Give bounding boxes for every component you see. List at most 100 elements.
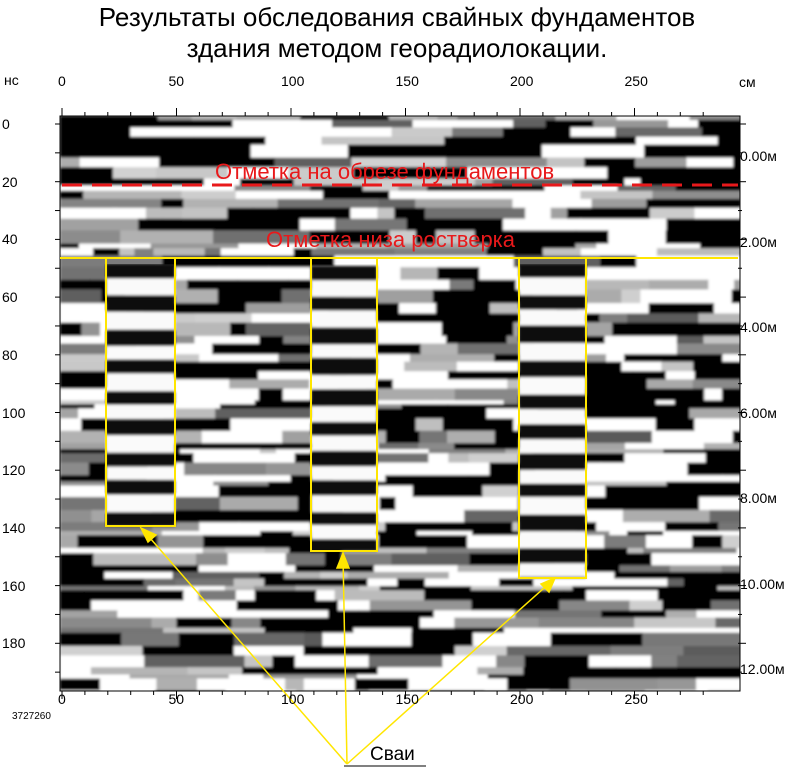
radargram-band <box>728 185 740 192</box>
radargram-band <box>88 136 195 146</box>
radargram-band <box>60 610 119 619</box>
radargram-band <box>342 481 427 487</box>
radargram-band <box>646 379 694 390</box>
pile-stripe <box>519 360 586 378</box>
radargram-band <box>113 167 158 180</box>
radargram-band <box>500 190 582 200</box>
radargram-band <box>375 674 429 680</box>
radargram-band <box>512 198 593 209</box>
radargram-band <box>627 531 665 536</box>
radargram-band <box>260 531 294 536</box>
pile-stripe <box>519 325 586 344</box>
radargram-band <box>576 443 627 450</box>
radargram-band <box>219 497 299 511</box>
radargram-band <box>701 553 740 566</box>
arrow-pile-1 <box>142 529 348 765</box>
radargram-band <box>457 116 557 121</box>
radargram-band <box>602 674 647 680</box>
radargram-band <box>163 627 266 634</box>
pile-stripe <box>519 409 586 425</box>
radargram-band <box>655 497 701 511</box>
pile-stripe <box>519 531 586 548</box>
radargram-band <box>622 510 711 523</box>
radargram-band <box>457 343 535 355</box>
radargram-band <box>398 185 429 192</box>
radargram-band <box>604 336 678 344</box>
radargram-band <box>719 481 740 487</box>
radargram-band <box>142 646 235 656</box>
radargram-band <box>617 185 677 192</box>
radargram-band <box>722 475 740 483</box>
radargram-band <box>437 116 459 121</box>
radargram-band <box>596 522 651 532</box>
radargram-band <box>702 674 740 680</box>
radargram-band <box>244 655 274 668</box>
radargram-band <box>218 485 323 498</box>
pile-stripe <box>519 277 586 296</box>
radargram-band <box>722 535 740 549</box>
radargram-band <box>172 571 261 580</box>
radargram-band <box>454 443 559 450</box>
radargram-band <box>246 303 329 314</box>
radargram-band <box>235 590 256 602</box>
radargram-band <box>60 207 116 220</box>
radargram-band <box>192 371 244 380</box>
radargram-band <box>264 578 369 587</box>
radargram-band <box>161 531 262 536</box>
pile-stripe <box>311 495 377 512</box>
right-tick-label-2: 4.00м <box>740 319 777 335</box>
radargram-band <box>162 218 234 232</box>
radargram-band <box>427 185 455 192</box>
radargram-band <box>220 248 295 257</box>
radargram-band <box>640 178 740 187</box>
radargram-band <box>60 343 138 355</box>
radargram-band <box>449 279 475 291</box>
top-tick-label-3: 150 <box>395 73 419 89</box>
radargram-band <box>238 522 311 532</box>
radargram-band <box>199 354 280 363</box>
radargram-band <box>651 655 678 668</box>
radargram-band <box>433 610 516 619</box>
radargram-band <box>347 144 447 159</box>
radargram-band <box>655 418 696 432</box>
radargram-band <box>79 157 160 168</box>
radargram-band <box>60 157 81 168</box>
radargram-band <box>427 674 489 680</box>
radargram-band <box>162 408 216 419</box>
radargram-band <box>213 230 311 245</box>
radargram-band <box>371 371 449 380</box>
radargram-band <box>60 167 114 180</box>
radargram-band <box>181 190 237 200</box>
pile-stripe <box>519 377 586 395</box>
radargram-band <box>411 627 505 634</box>
radargram-band <box>264 548 291 554</box>
radargram-band <box>473 590 565 602</box>
radargram-band <box>172 361 252 372</box>
radargram-band <box>420 617 456 629</box>
radargram-band <box>258 371 331 380</box>
right-tick-label-0: 0.00м <box>740 148 777 164</box>
radargram-band <box>608 230 667 245</box>
left-tick-label-9: 180 <box>2 635 26 652</box>
pile-stripe <box>519 563 586 577</box>
radargram-band <box>621 289 642 304</box>
radargram-band <box>533 578 581 587</box>
radargram-band <box>584 371 634 380</box>
radargram-band <box>415 230 437 245</box>
radargram-band <box>242 371 260 380</box>
radargram-band <box>295 586 361 591</box>
radargram-band <box>457 565 558 573</box>
right-tick-label-6: 12.00м <box>740 661 785 677</box>
radargram-band <box>60 404 96 409</box>
radargram-band <box>696 678 740 691</box>
radargram-band <box>250 144 349 159</box>
radargram-band <box>649 522 667 532</box>
radargram-band <box>154 690 227 691</box>
radargram-band <box>193 136 267 146</box>
radargram-band <box>157 116 193 121</box>
radargram-band <box>411 167 468 180</box>
radargram-band <box>152 522 201 532</box>
radargram-band <box>555 116 618 121</box>
radargram-band <box>676 343 740 355</box>
pile-reflection-stripes <box>519 264 586 578</box>
